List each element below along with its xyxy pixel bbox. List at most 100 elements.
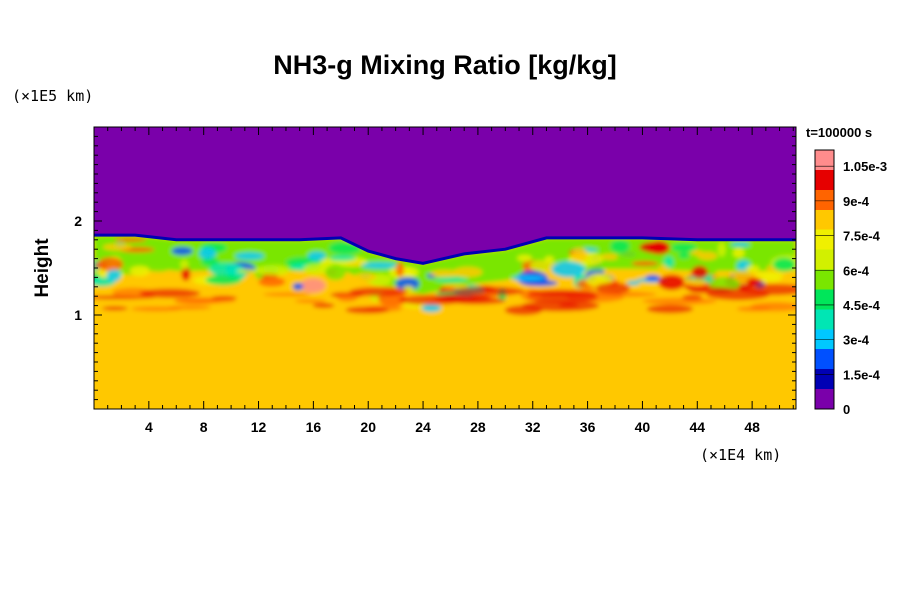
eddy [697,251,718,261]
x-tick-label: 8 [200,419,208,435]
eddy [421,304,442,313]
eddy [324,264,346,281]
eddy [299,278,326,293]
eddy [94,236,103,244]
streak [452,286,525,297]
eddy [529,260,550,272]
streak [750,302,796,312]
streak [349,286,408,297]
x-tick-label: 44 [689,419,705,435]
streak [336,293,358,302]
colorbar-tick-label: 4.5e-4 [843,298,881,313]
streak [646,304,694,314]
x-unit-label: (×1E4 km) [700,446,781,464]
eddy [754,271,785,278]
eddy [395,276,420,291]
eddy [746,278,763,285]
eddy [732,247,745,258]
eddy [551,261,586,278]
x-tick-label: 40 [635,419,651,435]
eddy [292,282,304,291]
streak [139,288,201,298]
eddy [258,276,286,287]
eddy [180,259,189,270]
eddy [205,274,242,286]
plot-area [94,127,796,409]
eddy [717,242,726,257]
eddy [671,243,697,253]
streak [558,303,579,308]
eddy [599,253,620,260]
colorbar-tick-label: 9e-4 [843,194,870,209]
x-tick-label: 16 [306,419,322,435]
streak [738,283,796,296]
eddy [181,266,191,281]
eddy [303,263,329,275]
streak [435,293,491,303]
eddy [691,265,709,279]
eddy [237,269,258,274]
eddy [234,252,265,260]
eddy [511,275,545,282]
colorbar-tick-label: 7.5e-4 [843,229,881,244]
x-tick-label: 24 [415,419,431,435]
eddy [353,272,377,282]
eddy [201,257,220,267]
eddy [690,249,703,256]
eddy [663,256,674,268]
streak [211,295,238,300]
x-tick-label: 48 [744,419,760,435]
eddy [102,243,132,251]
streak [595,282,631,295]
x-tick-label: 20 [360,419,376,435]
eddy [429,269,460,278]
x-axis: 4 8 12 16 20 24 28 32 36 40 44 48 [107,127,794,435]
x-tick-label: 32 [525,419,541,435]
eddy [683,278,707,286]
eddy [616,249,650,263]
eddy [129,265,150,277]
eddy [772,257,796,272]
upper-layer [94,127,796,264]
eddy [255,265,290,276]
streak [526,289,597,297]
x-tick-label: 36 [580,419,596,435]
eddy [147,266,169,272]
y-axis-label: Height [32,238,53,298]
interface-line [94,233,796,265]
y-tick-label: 2 [74,213,82,229]
streak [174,298,221,305]
eddy [647,240,670,255]
x-tick-label: 4 [145,419,153,435]
y-unit-label: (×1E5 km) [12,87,93,105]
streak [166,305,212,310]
colorbar-tick-label: 1.5e-4 [843,367,881,382]
eddy [198,247,217,260]
streak [263,292,312,297]
eddy [658,274,686,291]
streak [294,299,327,304]
colorbar-tick-label: 3e-4 [843,333,870,348]
eddy [570,247,588,262]
x-tick-label: 12 [251,419,267,435]
eddy [626,280,640,286]
colorbar-tick-label: 1.05e-3 [843,159,887,174]
eddy [171,246,193,256]
x-tick-label: 28 [470,419,486,435]
eddy [730,242,751,247]
colorbar-ticks: 0 1.5e-4 3e-4 4.5e-4 6e-4 7.5e-4 9e-4 1.05e-3 [815,159,887,417]
eddy [517,254,533,262]
eddy [329,255,356,261]
colorbar-tick-label: 0 [843,402,850,417]
streak [642,297,717,305]
eddy [434,277,468,282]
eddy [106,269,122,282]
streak [312,302,335,309]
streak [345,306,390,314]
eddy [453,266,483,278]
colorbar [814,149,835,410]
eddy [97,257,124,272]
eddy [745,265,760,273]
eddy [631,260,659,267]
